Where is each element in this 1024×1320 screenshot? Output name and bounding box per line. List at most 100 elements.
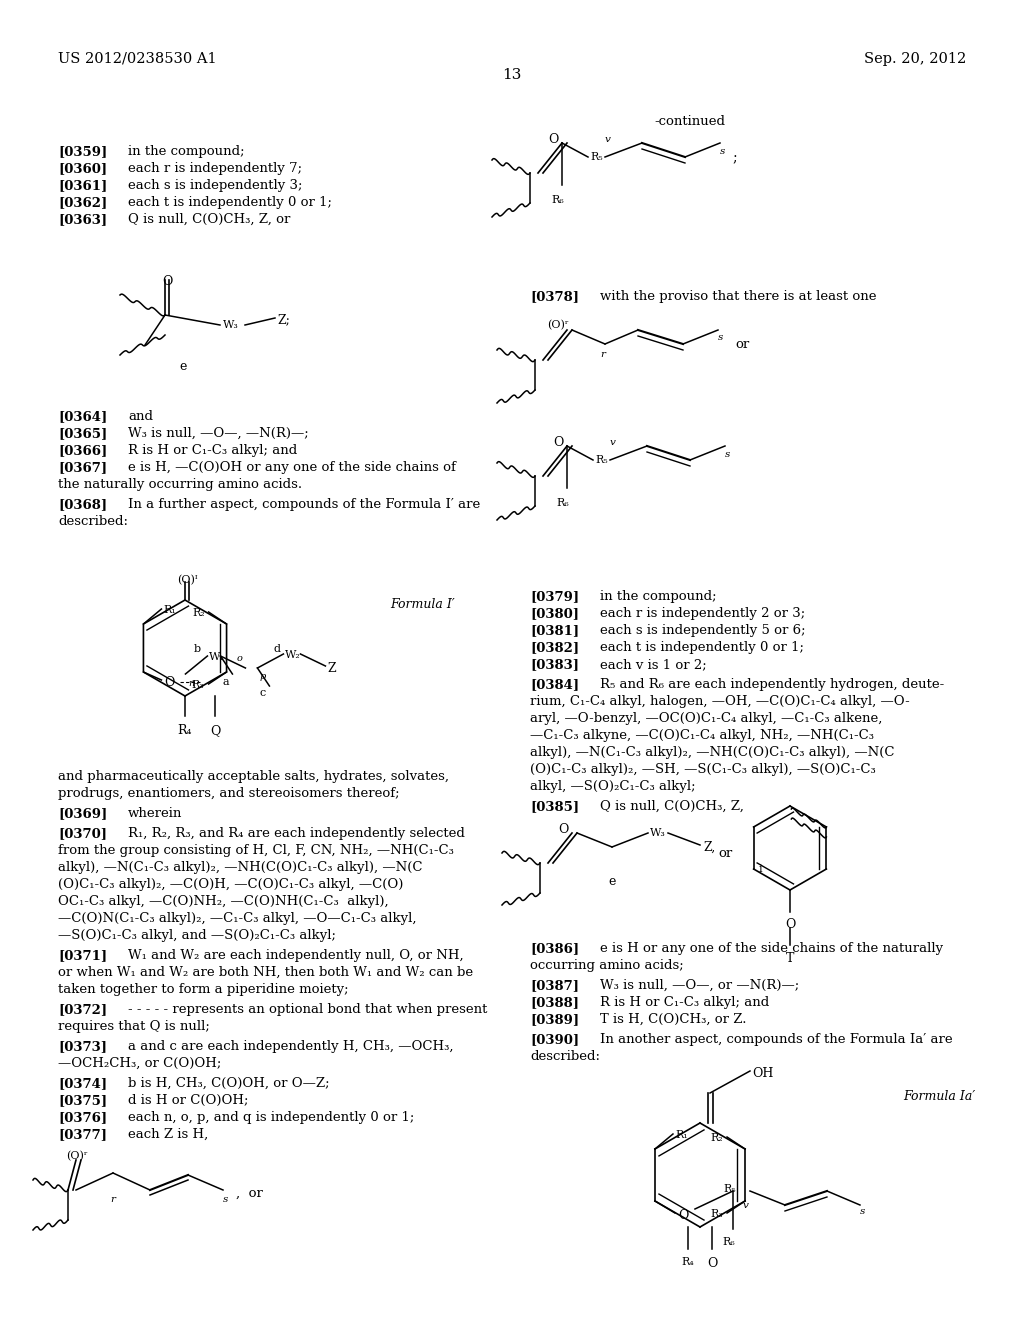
Text: R₄: R₄ <box>178 723 193 737</box>
Text: e is H or any one of the side chains of the naturally: e is H or any one of the side chains of … <box>600 942 943 954</box>
Text: O: O <box>162 275 172 288</box>
Text: each n, o, p, and q is independently 0 or 1;: each n, o, p, and q is independently 0 o… <box>128 1111 415 1125</box>
Text: -continued: -continued <box>654 115 725 128</box>
Text: prodrugs, enantiomers, and stereoisomers thereof;: prodrugs, enantiomers, and stereoisomers… <box>58 787 399 800</box>
Text: [0389]: [0389] <box>530 1012 580 1026</box>
Text: ,  or: , or <box>236 1187 263 1200</box>
Text: [0378]: [0378] <box>530 290 579 304</box>
Text: a and c are each independently H, CH₃, —OCH₃,: a and c are each independently H, CH₃, —… <box>128 1040 454 1053</box>
Text: R₃: R₃ <box>711 1209 723 1218</box>
Text: b is H, CH₃, C(O)OH, or O—Z;: b is H, CH₃, C(O)OH, or O—Z; <box>128 1077 330 1090</box>
Text: each r is independently 2 or 3;: each r is independently 2 or 3; <box>600 607 805 620</box>
Text: [0383]: [0383] <box>530 657 579 671</box>
Text: [0368]: [0368] <box>58 498 108 511</box>
Text: [0387]: [0387] <box>530 979 579 993</box>
Text: W₃: W₃ <box>650 828 666 838</box>
Text: alkyl), —N(C₁-C₃ alkyl)₂, —NH(C(O)C₁-C₃ alkyl), —N(C: alkyl), —N(C₁-C₃ alkyl)₂, —NH(C(O)C₁-C₃ … <box>530 746 895 759</box>
Text: requires that Q is null;: requires that Q is null; <box>58 1020 210 1034</box>
Text: R₁, R₂, R₃, and R₄ are each independently selected: R₁, R₂, R₃, and R₄ are each independentl… <box>128 828 465 840</box>
Text: s: s <box>860 1206 865 1216</box>
Text: [0363]: [0363] <box>58 213 108 226</box>
Text: occurring amino acids;: occurring amino acids; <box>530 960 684 972</box>
Text: d: d <box>273 644 281 653</box>
Text: —S(O)C₁-C₃ alkyl, and —S(O)₂C₁-C₃ alkyl;: —S(O)C₁-C₃ alkyl, and —S(O)₂C₁-C₃ alkyl; <box>58 929 336 942</box>
Text: [0379]: [0379] <box>530 590 580 603</box>
Text: in the compound;: in the compound; <box>128 145 245 158</box>
Text: - - - - - represents an optional bond that when present: - - - - - represents an optional bond th… <box>128 1003 487 1016</box>
Text: s: s <box>725 450 730 459</box>
Text: p: p <box>259 672 265 681</box>
Text: R₅ and R₆ are each independently hydrogen, deute-: R₅ and R₆ are each independently hydroge… <box>600 678 944 690</box>
Text: e: e <box>608 875 615 888</box>
Text: each t is independently 0 or 1;: each t is independently 0 or 1; <box>600 642 804 653</box>
Text: Z: Z <box>328 663 336 675</box>
Text: each s is independently 5 or 6;: each s is independently 5 or 6; <box>600 624 806 638</box>
Text: T: T <box>785 952 795 965</box>
Text: W₁ and W₂ are each independently null, O, or NH,: W₁ and W₂ are each independently null, O… <box>128 949 464 962</box>
Text: [0369]: [0369] <box>58 807 108 820</box>
Text: Z,: Z, <box>703 841 715 854</box>
Text: described:: described: <box>530 1049 600 1063</box>
Text: i: i <box>759 865 762 874</box>
Text: n: n <box>188 678 195 688</box>
Text: O: O <box>558 822 568 836</box>
Text: each Z is H,: each Z is H, <box>128 1129 208 1140</box>
Text: In a further aspect, compounds of the Formula I′ are: In a further aspect, compounds of the Fo… <box>128 498 480 511</box>
Text: alkyl), —N(C₁-C₃ alkyl)₂, —NH(C(O)C₁-C₃ alkyl), —N(C: alkyl), —N(C₁-C₃ alkyl)₂, —NH(C(O)C₁-C₃ … <box>58 861 423 874</box>
Text: each t is independently 0 or 1;: each t is independently 0 or 1; <box>128 195 332 209</box>
Text: [0359]: [0359] <box>58 145 108 158</box>
Text: T is H, C(O)CH₃, or Z.: T is H, C(O)CH₃, or Z. <box>600 1012 746 1026</box>
Text: R₅: R₅ <box>723 1184 735 1195</box>
Text: [0390]: [0390] <box>530 1034 580 1045</box>
Text: W₁: W₁ <box>210 652 225 663</box>
Text: [0382]: [0382] <box>530 642 580 653</box>
Text: and: and <box>128 411 153 422</box>
Text: Q: Q <box>210 723 220 737</box>
Text: —OCH₂CH₃, or C(O)OH;: —OCH₂CH₃, or C(O)OH; <box>58 1057 221 1071</box>
Text: W₃ is null, —O—, —N(R)—;: W₃ is null, —O—, —N(R)—; <box>128 426 309 440</box>
Text: [0375]: [0375] <box>58 1094 108 1107</box>
Text: O: O <box>707 1257 717 1270</box>
Text: o: o <box>237 653 243 663</box>
Text: d is H or C(O)OH;: d is H or C(O)OH; <box>128 1094 249 1107</box>
Text: described:: described: <box>58 515 128 528</box>
Text: O: O <box>678 1209 688 1222</box>
Text: R₅: R₅ <box>590 152 603 162</box>
Text: or when W₁ and W₂ are both NH, then both W₁ and W₂ can be: or when W₁ and W₂ are both NH, then both… <box>58 966 473 979</box>
Text: R₁: R₁ <box>675 1130 687 1140</box>
Text: R₄: R₄ <box>682 1257 694 1267</box>
Text: ;: ; <box>732 150 736 165</box>
Text: [0371]: [0371] <box>58 949 108 962</box>
Text: r: r <box>600 350 605 359</box>
Text: R₃: R₃ <box>191 680 205 690</box>
Text: [0362]: [0362] <box>58 195 108 209</box>
Text: [0376]: [0376] <box>58 1111 108 1125</box>
Text: and pharmaceutically acceptable salts, hydrates, solvates,: and pharmaceutically acceptable salts, h… <box>58 770 449 783</box>
Text: alkyl, —S(O)₂C₁-C₃ alkyl;: alkyl, —S(O)₂C₁-C₃ alkyl; <box>530 780 695 793</box>
Text: or: or <box>735 338 750 351</box>
Text: O: O <box>553 436 563 449</box>
Text: e is H, —C(O)OH or any one of the side chains of: e is H, —C(O)OH or any one of the side c… <box>128 461 456 474</box>
Text: Q is null, C(O)CH₃, Z,: Q is null, C(O)CH₃, Z, <box>600 800 743 813</box>
Text: b: b <box>194 644 201 653</box>
Text: [0370]: [0370] <box>58 828 106 840</box>
Text: (O)C₁-C₃ alkyl)₂, —C(O)H, —C(O)C₁-C₃ alkyl, —C(O): (O)C₁-C₃ alkyl)₂, —C(O)H, —C(O)C₁-C₃ alk… <box>58 878 403 891</box>
Text: e: e <box>179 360 186 374</box>
Text: wherein: wherein <box>128 807 182 820</box>
Text: R₆: R₆ <box>723 1237 735 1247</box>
Text: Formula I′: Formula I′ <box>390 598 455 611</box>
Text: r: r <box>111 1195 116 1204</box>
Text: R₁: R₁ <box>164 605 176 615</box>
Text: [0385]: [0385] <box>530 800 580 813</box>
Text: —C(O)N(C₁-C₃ alkyl)₂, —C₁-C₃ alkyl, —O—C₁-C₃ alkyl,: —C(O)N(C₁-C₃ alkyl)₂, —C₁-C₃ alkyl, —O—C… <box>58 912 417 925</box>
Text: s: s <box>720 147 725 156</box>
Text: or: or <box>718 847 732 861</box>
Text: [0374]: [0374] <box>58 1077 108 1090</box>
Text: W₃ is null, —O—, or —N(R)—;: W₃ is null, —O—, or —N(R)—; <box>600 979 800 993</box>
Text: O: O <box>548 133 558 147</box>
Text: [0365]: [0365] <box>58 426 108 440</box>
Text: Formula Ia′: Formula Ia′ <box>903 1090 975 1104</box>
Text: 13: 13 <box>503 69 521 82</box>
Text: the naturally occurring amino acids.: the naturally occurring amino acids. <box>58 478 302 491</box>
Text: s: s <box>223 1195 228 1204</box>
